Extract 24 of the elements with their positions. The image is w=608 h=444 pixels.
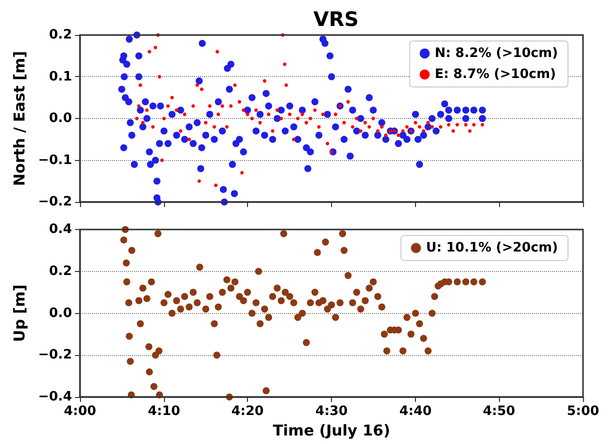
y-tick-label: −0.2: [38, 348, 72, 363]
y-tick-label: 0.4: [48, 222, 72, 237]
y-tick-label: 0.2: [48, 264, 72, 279]
x-tick-label: 4:30: [315, 404, 348, 419]
legend-label: U: 10.1% (>20cm): [426, 240, 558, 256]
x-axis-title: Time (July 16): [272, 422, 390, 440]
y-tick-label: −0.4: [38, 390, 72, 404]
y-tick-label: 0.0: [48, 111, 72, 126]
legend-label: N: 8.2% (>10cm): [434, 46, 558, 61]
x-tick-label: 4:40: [399, 404, 432, 419]
y-axis-title: Up [m]: [10, 284, 29, 342]
x-tick-label: 4:20: [231, 404, 264, 419]
y-tick-label: 0.0: [48, 306, 72, 321]
x-tick-label: 4:00: [64, 404, 96, 419]
y-tick-label: −0.1: [38, 152, 72, 168]
y-axis-title: North / East [m]: [10, 50, 29, 186]
chart-title: VRS: [313, 7, 359, 31]
y-tick-label: 0.1: [48, 69, 72, 84]
x-tick-label: 4:50: [482, 404, 516, 419]
y-tick-label: −0.2: [38, 194, 72, 210]
x-tick-label: 4:10: [148, 404, 180, 419]
legend-label: E: 8.7% (>10cm): [434, 67, 556, 82]
x-tick-label: 5:00: [566, 404, 600, 419]
y-tick-label: 0.2: [48, 28, 72, 42]
